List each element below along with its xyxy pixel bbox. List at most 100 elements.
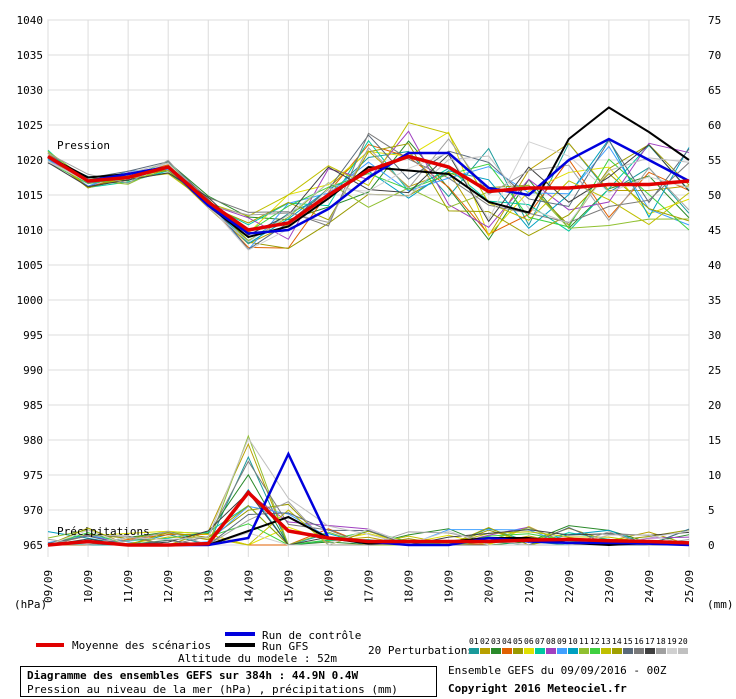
x-tick: 13/09	[202, 570, 215, 603]
perturbation-id: 18	[656, 637, 666, 646]
right-axis-unit: (mm)	[707, 598, 734, 611]
perturbation-id: 06	[524, 637, 534, 646]
y-tick-left: 970	[23, 504, 43, 517]
perturbation-id: 08	[546, 637, 556, 646]
x-tick: 24/09	[643, 570, 656, 603]
x-tick: 15/09	[282, 570, 295, 603]
perturbation-swatch	[645, 648, 655, 654]
y-tick-left: 1020	[17, 154, 44, 167]
legend-gfs-swatch	[225, 643, 255, 647]
y-tick-right: 60	[708, 119, 721, 132]
perturbation-swatch	[667, 648, 677, 654]
perturbation-id: 10	[568, 637, 578, 646]
perturbation-swatch	[469, 648, 479, 654]
y-tick-right: 50	[708, 189, 721, 202]
perturbation-id: 02	[480, 637, 490, 646]
perturbation-swatch	[535, 648, 545, 654]
x-tick: 11/09	[122, 570, 135, 603]
perturbation-swatch	[678, 648, 688, 654]
perturbation-swatch	[546, 648, 556, 654]
y-tick-right: 10	[708, 469, 721, 482]
perturbation-swatch	[623, 648, 633, 654]
y-tick-left: 1040	[17, 14, 44, 27]
legend-mean-label: Moyenne des scénarios	[72, 639, 211, 652]
x-tick: 21/09	[523, 570, 536, 603]
perturbation-swatch	[491, 648, 501, 654]
perturbation-id: 19	[667, 637, 677, 646]
y-tick-right: 40	[708, 259, 721, 272]
perturbation-swatch	[513, 648, 523, 654]
x-tick: 14/09	[242, 570, 255, 603]
y-tick-left: 995	[23, 329, 43, 342]
perturbation-id: 04	[502, 637, 512, 646]
perturbation-swatch	[612, 648, 622, 654]
y-tick-left: 980	[23, 434, 43, 447]
x-tick: 16/09	[322, 570, 335, 603]
axis-tick-labels: 9659709759809859909951000100510101015102…	[17, 14, 722, 603]
footer-copyright: Copyright 2016 Meteociel.fr	[448, 682, 627, 695]
y-tick-left: 1035	[17, 49, 44, 62]
legend: Moyenne des scénarios Run de contrôle Ru…	[36, 629, 688, 665]
y-tick-right: 75	[708, 14, 721, 27]
legend-mean-swatch	[36, 643, 64, 647]
perturbation-id: 07	[535, 637, 545, 646]
y-tick-left: 1005	[17, 259, 44, 272]
altitude-label: Altitude du modele : 52m	[178, 652, 337, 665]
x-tick: 19/09	[443, 570, 456, 603]
perturbation-swatch	[601, 648, 611, 654]
legend-gfs-label: Run GFS	[262, 640, 308, 653]
y-tick-right: 0	[708, 539, 715, 552]
legend-perturbations-label: 20 Perturbations	[368, 644, 474, 657]
main-series-lines	[47, 106, 690, 547]
y-tick-left: 1030	[17, 84, 44, 97]
y-tick-right: 70	[708, 49, 721, 62]
y-tick-right: 55	[708, 154, 721, 167]
y-tick-left: 1015	[17, 189, 44, 202]
perturbation-id: 20	[678, 637, 688, 646]
perturbation-id: 03	[491, 637, 501, 646]
pressure-panel-label: Pression	[57, 139, 110, 152]
x-tick: 25/09	[683, 570, 696, 603]
x-tick: 23/09	[603, 570, 616, 603]
perturbation-id: 05	[513, 637, 523, 646]
perturbation-id: 14	[612, 637, 622, 646]
perturbation-id: 13	[601, 637, 611, 646]
footer-box: Diagramme des ensembles GEFS sur 384h : …	[20, 666, 437, 697]
perturbation-id: 12	[590, 637, 600, 646]
perturbation-pressure-line	[47, 158, 690, 233]
perturbation-pressure-line	[47, 155, 690, 243]
x-tick: 12/09	[162, 570, 175, 603]
perturbation-pressure-line	[47, 143, 690, 237]
y-tick-right: 5	[708, 504, 715, 517]
perturbation-id: 17	[645, 637, 655, 646]
legend-control-swatch	[225, 632, 255, 636]
footer-subtitle: Pression au niveau de la mer (hPa) , pré…	[27, 683, 398, 696]
y-tick-left: 975	[23, 469, 43, 482]
perturbation-id: 15	[623, 637, 633, 646]
y-tick-left: 990	[23, 364, 43, 377]
perturbation-id: 11	[579, 637, 589, 646]
precip-panel-label: Précipitations	[57, 525, 150, 538]
perturbation-pressure-line	[47, 141, 690, 251]
y-tick-right: 35	[708, 294, 721, 307]
perturbation-id: 09	[557, 637, 567, 646]
y-tick-left: 985	[23, 399, 43, 412]
x-tick: 17/09	[363, 570, 376, 603]
perturbation-pressure-line	[47, 143, 690, 236]
perturbation-pressure-line	[47, 134, 690, 251]
y-tick-right: 25	[708, 364, 721, 377]
y-tick-left: 1000	[17, 294, 44, 307]
perturbation-swatch	[524, 648, 534, 654]
x-tick: 20/09	[483, 570, 496, 603]
legend-control-label: Run de contrôle	[262, 629, 361, 642]
x-tick: 18/09	[403, 570, 416, 603]
x-tick: 10/09	[82, 570, 95, 603]
y-tick-right: 15	[708, 434, 721, 447]
perturbation-id: 01	[469, 637, 479, 646]
perturbation-id: 16	[634, 637, 644, 646]
y-tick-right: 20	[708, 399, 721, 412]
perturbation-swatch	[557, 648, 567, 654]
perturbation-swatches: 01 02 03 04 05 06 07 08 09 10 11 12 13 14 15 16 17 18 19 20	[469, 637, 688, 654]
perturbation-swatch	[579, 648, 589, 654]
